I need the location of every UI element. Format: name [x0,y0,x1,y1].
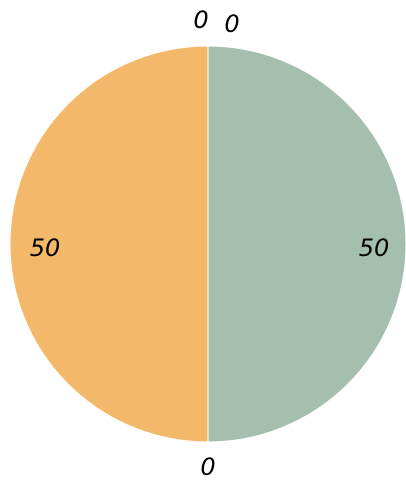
pie-slices [9,45,406,443]
slice-label-left: 50 [30,234,61,262]
slice-label-top-right: 0 [224,10,239,38]
slice-label-bottom: 0 [200,453,215,481]
pie-slice-1 [207,45,406,443]
pie-labels: 0 50 0 50 0 [30,6,390,481]
pie-slice-3 [9,45,209,443]
slice-label-right: 50 [359,234,390,262]
slice-label-top-left: 0 [193,6,208,34]
